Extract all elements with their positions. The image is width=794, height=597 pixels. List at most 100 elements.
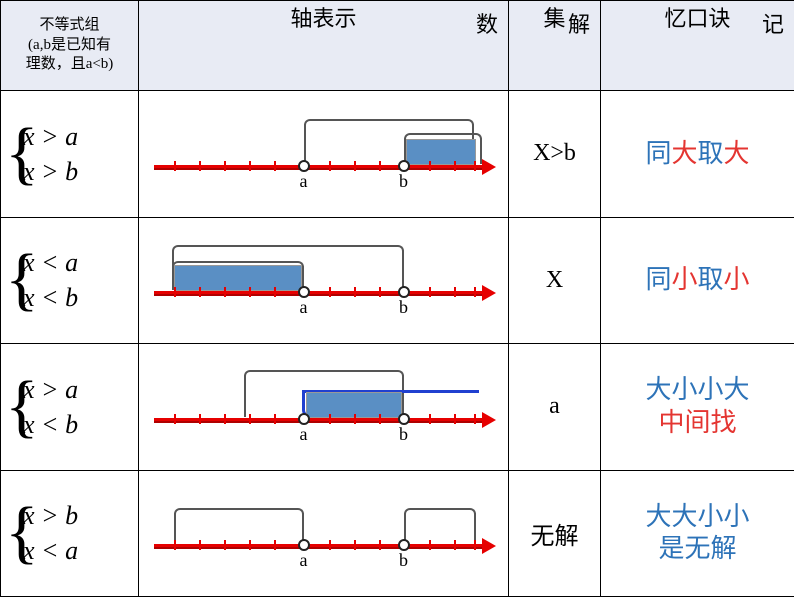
bracket-icon xyxy=(404,508,476,543)
arrow-icon xyxy=(482,538,496,554)
label-a: a xyxy=(300,424,308,445)
tick-icon xyxy=(474,287,476,297)
system-cell: { x < a x < b xyxy=(1,218,138,344)
tick-icon xyxy=(274,540,276,550)
tick-icon xyxy=(224,540,226,550)
tick-icon xyxy=(379,540,381,550)
tick-icon xyxy=(429,540,431,550)
solution-text: X>b xyxy=(509,140,600,167)
hdr-mnem-top: 记 xyxy=(762,7,784,39)
tick-icon xyxy=(199,161,201,171)
label-b: b xyxy=(399,171,408,192)
axis-line xyxy=(154,165,482,168)
mnem-part: 大小小大 xyxy=(645,375,749,404)
hdr-axis-top: 数 xyxy=(476,7,498,39)
tick-icon xyxy=(329,161,331,171)
tick-icon xyxy=(454,540,456,550)
mnem-part: 大 xyxy=(724,139,750,168)
tick-icon xyxy=(354,540,356,550)
tick-icon xyxy=(174,287,176,297)
tick-icon xyxy=(354,287,356,297)
mnem-part: 小 xyxy=(671,265,697,294)
tick-icon xyxy=(474,540,476,550)
tick-icon xyxy=(329,287,331,297)
tick-icon xyxy=(224,414,226,424)
tick-icon xyxy=(354,414,356,424)
mnem-part: 同 xyxy=(645,265,671,294)
solution-text: X xyxy=(509,267,600,294)
label-b: b xyxy=(399,297,408,318)
axis-line xyxy=(154,544,482,547)
brace-icon: { xyxy=(5,505,39,561)
tick-icon xyxy=(249,540,251,550)
brace-icon: { xyxy=(5,379,39,435)
mnem-part: 大 xyxy=(671,139,697,168)
tick-icon xyxy=(199,540,201,550)
tick-icon xyxy=(249,161,251,171)
mnem-part: 取 xyxy=(698,139,724,168)
hdr-l1: 不等式组 xyxy=(39,17,99,33)
fill-region xyxy=(174,265,302,291)
mnemonic-text: 同大取大 xyxy=(601,138,794,171)
axis-cell: ab xyxy=(139,218,508,344)
tick-icon xyxy=(329,414,331,424)
tick-icon xyxy=(174,540,176,550)
label-a: a xyxy=(300,171,308,192)
tick-icon xyxy=(249,287,251,297)
inequality-table: 不等式组 (a,b是已知有 理数，且a<b) 数 轴表示 解 集 记 忆口诀 { xyxy=(0,0,794,597)
tick-icon xyxy=(474,414,476,424)
hdr-axis: 数 轴表示 xyxy=(139,1,509,91)
label-a: a xyxy=(300,297,308,318)
hdr-solution: 解 集 xyxy=(509,1,601,91)
hdr-system: 不等式组 (a,b是已知有 理数，且a<b) xyxy=(1,1,139,91)
axis-cell: ab xyxy=(139,91,508,217)
tick-icon xyxy=(224,161,226,171)
tick-icon xyxy=(474,161,476,171)
tick-icon xyxy=(454,161,456,171)
hdr-sol-top: 解 xyxy=(568,7,590,39)
tick-icon xyxy=(429,414,431,424)
tick-icon xyxy=(454,414,456,424)
mnem-part: 同 xyxy=(645,139,671,168)
hdr-l2: (a,b是已知有 xyxy=(28,37,111,53)
tick-icon xyxy=(274,161,276,171)
mnemonic-text: 大大小小是无解 xyxy=(601,501,794,566)
mnem-part: 小 xyxy=(724,265,750,294)
mnemonic-text: 同小取小 xyxy=(601,264,794,297)
mnem-part: 是无解 xyxy=(658,534,736,563)
system-cell: { x > b x < a xyxy=(1,471,138,597)
solution-text: a xyxy=(509,393,600,420)
tick-icon xyxy=(174,414,176,424)
system-cell: { x > a x > b xyxy=(1,91,138,217)
tick-icon xyxy=(454,287,456,297)
tick-icon xyxy=(329,540,331,550)
tick-icon xyxy=(429,287,431,297)
tick-icon xyxy=(429,161,431,171)
axis-line xyxy=(154,418,482,421)
tick-icon xyxy=(274,414,276,424)
system-cell: { x > a x < b xyxy=(1,344,138,470)
arrow-icon xyxy=(482,285,496,301)
tick-icon xyxy=(199,287,201,297)
label-a: a xyxy=(300,550,308,571)
tick-icon xyxy=(249,414,251,424)
hdr-axis-bot: 轴表示 xyxy=(139,1,508,33)
brace-icon: { xyxy=(5,252,39,308)
hdr-mnemonic: 记 忆口诀 xyxy=(601,1,794,91)
label-b: b xyxy=(399,550,408,571)
mnem-part: 大大小小 xyxy=(645,502,749,531)
axis-cell: ab xyxy=(139,344,508,470)
arrow-icon xyxy=(482,159,496,175)
brace-icon: { xyxy=(5,126,39,182)
tick-icon xyxy=(174,161,176,171)
tick-icon xyxy=(199,414,201,424)
axis-line xyxy=(154,291,482,294)
label-b: b xyxy=(399,424,408,445)
bracket-icon xyxy=(174,508,304,543)
arrow-icon xyxy=(482,412,496,428)
axis-cell: ab xyxy=(139,471,508,597)
tick-icon xyxy=(354,161,356,171)
mnem-part: 取 xyxy=(698,265,724,294)
fill-region xyxy=(406,139,476,165)
mnem-part: 中间找 xyxy=(658,408,736,437)
